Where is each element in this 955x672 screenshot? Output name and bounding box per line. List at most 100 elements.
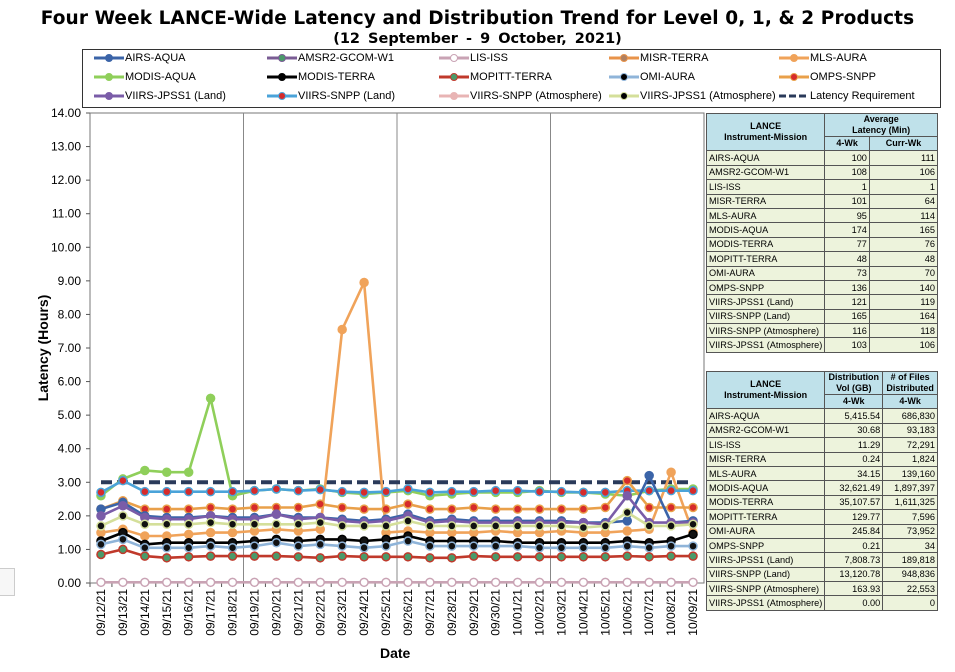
data-point xyxy=(337,324,347,335)
latency-cell: OMI-AURA xyxy=(705,265,826,281)
data-point xyxy=(425,504,435,514)
legend-item: MODIS-AQUA xyxy=(93,71,196,83)
data-point xyxy=(469,577,479,588)
y-tick-label: 1.00 xyxy=(58,542,82,556)
series-line xyxy=(100,548,693,560)
data-point xyxy=(644,485,654,496)
data-point xyxy=(403,516,413,526)
data-point xyxy=(600,577,611,588)
data-point xyxy=(688,541,698,551)
dist-header-mission: LANCE Instrument-Mission xyxy=(705,370,826,410)
latency-cell: 77 xyxy=(824,236,870,253)
distribution-cell: 22,553 xyxy=(882,581,938,597)
data-point xyxy=(622,577,632,588)
y-tick-label: 14.00 xyxy=(51,106,81,120)
data-point xyxy=(315,539,325,550)
data-point xyxy=(425,487,435,498)
latency-cell: 101 xyxy=(824,193,870,209)
data-point xyxy=(688,519,698,529)
distribution-cell: VIIRS-JPSS1 (Atmosphere) xyxy=(705,595,826,611)
data-point xyxy=(644,577,654,588)
x-tick-label: 09/19/21 xyxy=(247,589,261,636)
x-tick-label: 10/09/21 xyxy=(686,589,700,636)
data-point xyxy=(469,486,479,497)
data-point xyxy=(249,519,260,529)
latency-row: MODIS-TERRA 77 76 xyxy=(705,236,939,253)
data-point xyxy=(381,486,391,497)
data-point xyxy=(600,552,611,562)
latency-row: MODIS-AQUA 174 165 xyxy=(705,222,939,238)
data-point xyxy=(205,486,216,497)
data-point xyxy=(162,543,172,553)
legend-item: OMPS-SNPP xyxy=(778,71,876,83)
data-point xyxy=(403,577,413,588)
latency-row: VIIRS-SNPP (Atmosphere) 116 118 xyxy=(705,323,939,339)
data-point xyxy=(688,502,698,513)
data-point xyxy=(403,499,413,509)
data-point xyxy=(556,486,567,497)
data-point xyxy=(249,541,260,551)
series-line xyxy=(100,277,695,538)
x-tick-label: 09/26/21 xyxy=(401,589,415,636)
distribution-cell: 686,830 xyxy=(882,408,938,424)
data-point xyxy=(578,577,589,588)
data-point xyxy=(381,504,391,514)
chart-subtitle: (12 September - 9 October, 2021) xyxy=(333,31,622,47)
latency-cell: MLS-AURA xyxy=(705,207,826,224)
data-point xyxy=(512,504,523,514)
data-point xyxy=(359,487,369,498)
latency-sub-4wk: 4-Wk xyxy=(824,135,870,152)
y-tick-label: 7.00 xyxy=(58,341,82,355)
data-point xyxy=(425,577,435,588)
x-axis-label: Date xyxy=(380,645,411,661)
y-tick-label: 0.00 xyxy=(58,576,82,590)
y-tick-label: 13.00 xyxy=(51,140,81,154)
data-point xyxy=(644,470,654,481)
data-point xyxy=(271,509,282,519)
latency-cell: 76 xyxy=(868,236,939,253)
legend-item: MISR-TERRA xyxy=(608,52,708,64)
data-point xyxy=(666,551,676,561)
data-point xyxy=(271,484,282,494)
y-tick-label: 3.00 xyxy=(58,475,82,489)
latency-row: MLS-AURA 95 114 xyxy=(705,207,939,224)
legend-label: AMSR2-GCOM-W1 xyxy=(298,52,394,64)
data-point xyxy=(337,541,347,551)
latency-cell: 103 xyxy=(824,337,870,353)
distribution-cell: 129.77 xyxy=(824,509,884,525)
data-point xyxy=(205,551,216,561)
legend-item: VIIRS-SNPP (Atmosphere) xyxy=(438,90,602,102)
data-point xyxy=(162,504,172,514)
data-point xyxy=(205,527,216,538)
data-point xyxy=(490,541,501,551)
data-point xyxy=(227,543,238,553)
dist-header-files: # of Files Distributed xyxy=(882,371,938,395)
data-point xyxy=(162,519,172,529)
data-point xyxy=(447,541,457,551)
data-point xyxy=(666,521,676,531)
distribution-cell: 34.15 xyxy=(824,465,884,482)
latency-cell: 174 xyxy=(824,222,870,238)
latency-cell: 108 xyxy=(824,164,870,181)
data-point xyxy=(556,521,567,531)
legend-item: MLS-AURA xyxy=(778,52,867,64)
latency-header-avg: Average Latency (Min) xyxy=(824,113,938,137)
data-point xyxy=(600,487,611,498)
latency-cell: 121 xyxy=(824,294,870,310)
data-point xyxy=(666,485,676,496)
data-point xyxy=(666,467,676,477)
data-point xyxy=(227,504,238,514)
latency-cell: 64 xyxy=(868,193,939,209)
distribution-row: MODIS-AQUA 32,621.49 1,897,397 xyxy=(705,480,938,496)
data-point xyxy=(403,536,413,546)
data-point xyxy=(381,552,391,562)
legend-label: MLS-AURA xyxy=(810,52,867,64)
data-point xyxy=(249,577,260,588)
data-point xyxy=(469,502,479,513)
y-tick-label: 4.00 xyxy=(58,442,82,456)
data-point xyxy=(118,511,128,521)
latency-cell: VIIRS-SNPP (Land) xyxy=(705,308,826,325)
distribution-cell: 245.84 xyxy=(824,523,884,539)
data-point xyxy=(534,504,545,514)
